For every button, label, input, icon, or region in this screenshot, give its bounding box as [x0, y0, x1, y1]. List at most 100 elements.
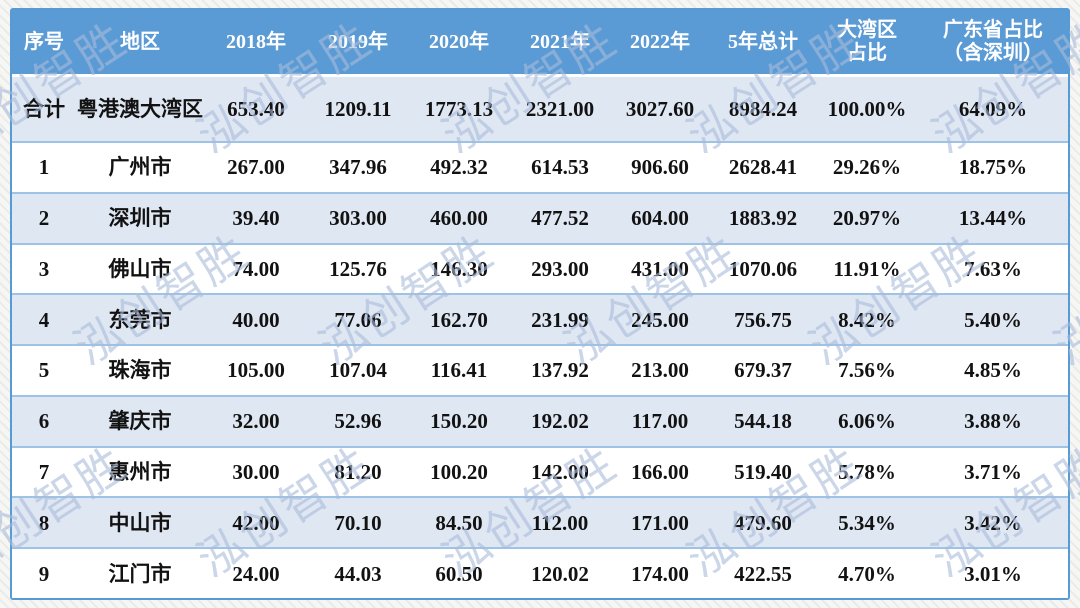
value-cell: 39.40 — [232, 206, 280, 231]
region-cell: 佛山市 — [108, 256, 172, 281]
value-cell: 1883.92 — [728, 206, 798, 231]
region-cell: 粤港澳大湾区 — [77, 96, 203, 121]
value-cell: 81.20 — [334, 460, 382, 484]
value-cell: 116.41 — [430, 358, 488, 383]
value-cell: 231.99 — [531, 307, 589, 332]
table-row: 3 佛山市 74.00 125.76 146.30 293.00 431.00 1070.06… — [12, 242, 1068, 294]
value-cell: 8984.24 — [728, 96, 798, 121]
value-cell: 679.37 — [734, 358, 792, 383]
table-header-row: 序号 地区 2018年 2019年 2020年 2021年 2022年 5年总计 大湾区 占比 广… — [12, 10, 1068, 74]
region-cell: 东莞市 — [108, 307, 172, 332]
value-cell: 422.55 — [734, 561, 792, 586]
value-cell: 137.92 — [531, 358, 589, 383]
value-cell: 44.03 — [334, 561, 382, 586]
value-cell: 604.00 — [631, 206, 689, 231]
value-cell: 3.88% — [964, 409, 1022, 434]
value-cell: 5.40% — [964, 307, 1022, 332]
region-cell: 广州市 — [108, 155, 172, 180]
table-row: 6 肇庆市 32.00 52.96 150.20 192.02 117.00 544.18 6.… — [12, 394, 1068, 446]
value-cell: 77.06 — [334, 307, 382, 332]
column-header: 2018年 — [226, 30, 286, 53]
region-cell: 中山市 — [108, 510, 172, 535]
value-cell: 174.00 — [631, 561, 689, 586]
value-cell: 146.30 — [430, 256, 488, 281]
total-row: 合计 粤港澳大湾区 653.40 1209.11 1773.13 2321.00 3027.… — [12, 74, 1068, 141]
value-cell: 192.02 — [531, 409, 589, 434]
value-cell: 614.53 — [531, 155, 589, 180]
value-cell: 1773.13 — [424, 96, 494, 121]
value-cell: 107.04 — [329, 358, 387, 383]
row-index-cell: 6 — [38, 409, 50, 434]
value-cell: 7.56% — [838, 358, 896, 383]
row-index-cell: 7 — [38, 460, 50, 484]
column-header: 2019年 — [328, 30, 388, 53]
value-cell: 29.26% — [832, 155, 902, 180]
region-cell: 珠海市 — [108, 358, 172, 383]
data-table: 序号 地区 2018年 2019年 2020年 2021年 2022年 5年总计 大湾区 占比广… — [10, 8, 1070, 600]
value-cell: 4.85% — [964, 358, 1022, 383]
row-index-cell: 2 — [38, 206, 50, 231]
region-cell: 肇庆市 — [108, 409, 172, 434]
value-cell: 347.96 — [329, 155, 387, 180]
value-cell: 112.00 — [531, 510, 589, 535]
table-row: 4 东莞市 40.00 77.06 162.70 231.99 245.00 756.75 8.… — [12, 293, 1068, 345]
value-cell: 431.00 — [631, 256, 689, 281]
value-cell: 653.40 — [227, 96, 285, 121]
value-cell: 3027.60 — [625, 96, 695, 121]
value-cell: 213.00 — [631, 358, 689, 383]
value-cell: 11.91% — [833, 256, 901, 281]
column-header: 2021年 — [530, 30, 590, 53]
value-cell: 100.00% — [827, 96, 907, 121]
value-cell: 18.75% — [958, 155, 1028, 180]
value-cell: 84.50 — [435, 510, 483, 535]
value-cell: 477.52 — [531, 206, 589, 231]
column-header: 广东省占比 （含深圳） — [943, 19, 1043, 64]
value-cell: 117.00 — [631, 409, 689, 434]
value-cell: 6.06% — [838, 409, 896, 434]
value-cell: 293.00 — [531, 256, 589, 281]
value-cell: 100.20 — [430, 460, 488, 484]
table-row: 9 江门市 24.00 44.03 60.50 120.02 174.00 422.55 4.7… — [12, 547, 1068, 599]
value-cell: 544.18 — [734, 409, 792, 434]
value-cell: 162.70 — [430, 307, 488, 332]
value-cell: 5.78% — [838, 460, 896, 484]
value-cell: 479.60 — [734, 510, 792, 535]
value-cell: 906.60 — [631, 155, 689, 180]
row-index-cell: 4 — [38, 307, 50, 332]
value-cell: 20.97% — [832, 206, 902, 231]
value-cell: 2321.00 — [525, 96, 595, 121]
value-cell: 460.00 — [430, 206, 488, 231]
value-cell: 519.40 — [734, 460, 792, 484]
table-row: 5 珠海市 105.00 107.04 116.41 137.92 213.00 679.37… — [12, 344, 1068, 395]
value-cell: 142.00 — [531, 460, 589, 484]
value-cell: 120.02 — [531, 561, 589, 586]
value-cell: 30.00 — [232, 460, 280, 484]
value-cell: 150.20 — [430, 409, 488, 434]
region-cell: 深圳市 — [108, 206, 172, 231]
value-cell: 32.00 — [232, 409, 280, 434]
value-cell: 52.96 — [334, 409, 382, 434]
value-cell: 70.10 — [334, 510, 382, 535]
value-cell: 13.44% — [958, 206, 1028, 231]
value-cell: 3.71% — [964, 460, 1022, 484]
table-row: 1 广州市 267.00 347.96 492.32 614.53 906.60 2628.4… — [12, 141, 1068, 192]
value-cell: 40.00 — [232, 307, 280, 332]
column-header: 2020年 — [429, 30, 489, 53]
column-header: 大湾区 占比 — [837, 19, 897, 64]
column-header: 地区 — [120, 30, 160, 53]
table-row: 8 中山市 42.00 70.10 84.50 112.00 171.00 479.60 5.3… — [12, 496, 1068, 548]
value-cell: 60.50 — [435, 561, 483, 586]
value-cell: 3.01% — [964, 561, 1022, 586]
value-cell: 8.42% — [838, 307, 896, 332]
table-row: 7 惠州市 30.00 81.20 100.20 142.00 166.00 519.40 5.… — [12, 445, 1068, 497]
value-cell: 7.63% — [964, 256, 1022, 281]
table-row: 2 深圳市 39.40 303.00 460.00 477.52 604.00 1883.92… — [12, 191, 1068, 243]
value-cell: 24.00 — [232, 561, 280, 586]
value-cell: 74.00 — [232, 256, 280, 281]
region-cell: 惠州市 — [108, 460, 172, 484]
value-cell: 125.76 — [329, 256, 387, 281]
value-cell: 4.70% — [838, 561, 896, 586]
row-index-cell: 3 — [38, 256, 50, 281]
row-index-cell: 合计 — [23, 96, 65, 121]
row-index-cell: 8 — [38, 510, 50, 535]
